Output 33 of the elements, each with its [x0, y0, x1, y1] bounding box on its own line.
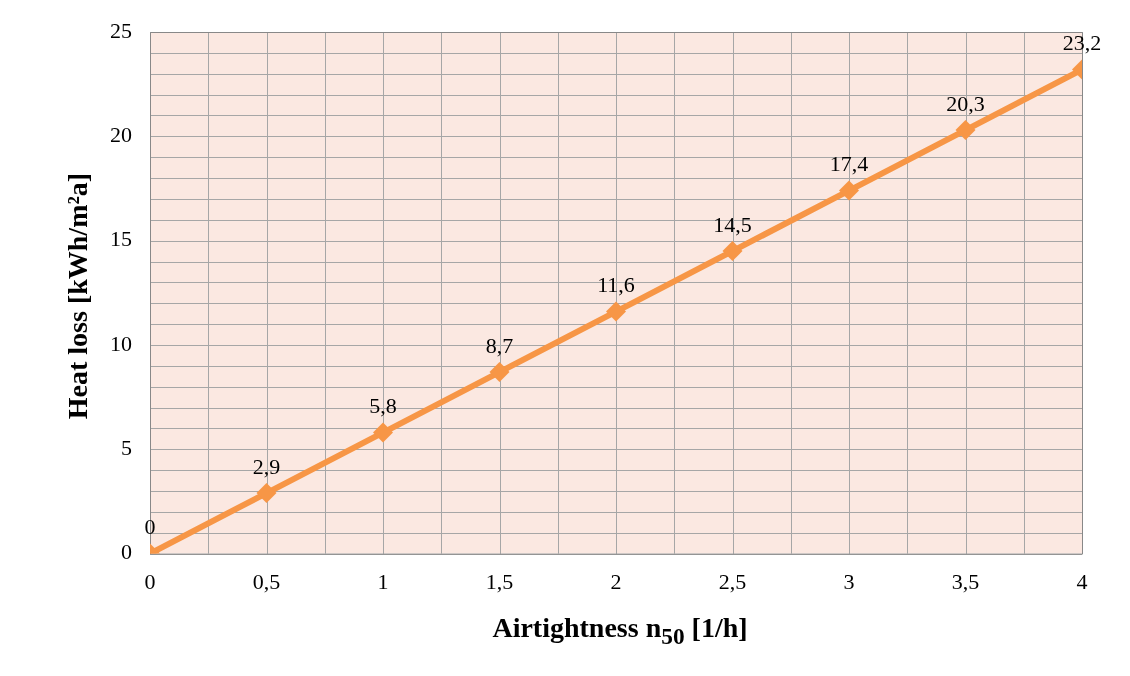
data-label: 2,9	[252, 453, 281, 479]
point	[489, 362, 510, 383]
x-tick-label: 1,5	[485, 568, 514, 594]
data-label: 23,2	[1062, 30, 1102, 56]
data-label: 17,4	[829, 151, 869, 177]
y-tick-label: 25	[110, 17, 132, 43]
point	[839, 180, 859, 201]
x-tick-label: 4	[1076, 568, 1088, 594]
x-tick-label: 3	[843, 568, 855, 594]
x-tick-label: 0,5	[252, 568, 281, 594]
x-tick-label: 1	[377, 568, 389, 594]
x-tick-label: 2,5	[718, 568, 747, 594]
y-tick-label: 0	[121, 539, 132, 565]
data-label: 0	[144, 514, 156, 540]
y-tick-label: 10	[110, 330, 132, 356]
data-label: 11,6	[597, 272, 635, 298]
x-tick-label: 0	[144, 568, 156, 594]
data-label: 20,3	[946, 90, 985, 116]
point	[955, 120, 976, 141]
y-tick-label: 20	[110, 122, 132, 148]
point	[256, 483, 277, 504]
point	[722, 241, 743, 262]
data-label: 5,8	[369, 393, 397, 419]
data-label: 8,7	[485, 332, 514, 358]
x-axis-title: Airtightness n$_{50}$ [1/h]	[491, 612, 749, 650]
point	[373, 422, 393, 443]
x-tick-label: 2	[610, 568, 622, 594]
y-tick-label: 5	[121, 435, 132, 461]
y-axis-title: Heat loss [kWh/m²a]	[62, 172, 94, 420]
point	[606, 301, 626, 322]
data-label: 14,5	[713, 211, 752, 237]
x-tick-label: 3,5	[951, 568, 980, 594]
y-tick-label: 15	[110, 226, 132, 252]
